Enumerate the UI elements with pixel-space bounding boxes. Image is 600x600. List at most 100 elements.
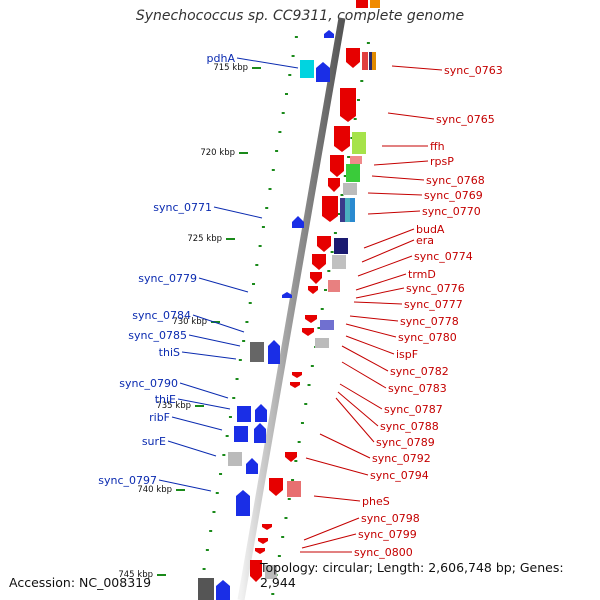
plus-gene-arrow <box>268 340 280 364</box>
right-gene-label: pheS <box>362 495 390 508</box>
right-gene-connector <box>303 517 360 541</box>
tick-dot <box>271 593 275 595</box>
right-gene-label: sync_0763 <box>444 64 503 77</box>
right-gene-label: budA <box>416 223 445 236</box>
right-gene-connector <box>337 391 379 427</box>
right-gene-connector <box>387 112 435 120</box>
tick-dot <box>350 137 354 139</box>
right-gene-label: sync_0780 <box>398 331 457 344</box>
left-gene-connector <box>171 416 223 431</box>
minus-gene-arrow <box>328 178 340 192</box>
plus-gene-arrow <box>246 458 258 474</box>
right-gene-label: sync_0769 <box>424 189 483 202</box>
left-gene-connector <box>192 314 245 333</box>
tick-dot <box>288 74 292 76</box>
right-gene-label: sync_0792 <box>372 452 431 465</box>
feature-box <box>198 578 214 600</box>
feature-box <box>340 198 345 222</box>
tick-dot <box>242 340 246 342</box>
minus-gene-arrow <box>290 382 300 388</box>
right-gene-label: era <box>416 234 434 247</box>
minus-gene-arrow <box>250 560 262 582</box>
minus-gene-arrow <box>340 88 356 122</box>
tick-dot <box>228 416 232 418</box>
feature-box <box>362 52 368 70</box>
tick-dot <box>294 460 298 462</box>
minus-gene-arrow <box>346 48 360 68</box>
feature-box <box>350 156 362 164</box>
tick-dot <box>333 232 337 234</box>
tick-dot <box>317 327 321 329</box>
right-gene-label: sync_0798 <box>361 512 420 525</box>
feature-box <box>356 0 368 8</box>
kbp-tick <box>157 574 166 576</box>
kbp-tick <box>176 489 185 491</box>
feature-box <box>334 238 348 254</box>
feature-box <box>352 132 366 154</box>
tick-dot <box>232 397 236 399</box>
tick-dot <box>265 207 269 209</box>
feature-box <box>237 406 251 422</box>
right-gene-connector <box>353 301 403 305</box>
gene-labels: 715 kbp 720 kbp 725 kbp 730 kbp 735 kbp 740 k… <box>98 52 503 580</box>
plus-gene-arrow <box>324 30 334 38</box>
kbp-label: 730 kbp <box>172 317 207 327</box>
right-gene-connector <box>391 65 443 71</box>
right-gene-connector <box>313 495 361 502</box>
feature-box <box>328 280 340 292</box>
left-gene-connector <box>158 479 212 492</box>
feature-box <box>234 426 248 442</box>
tick-dot <box>225 435 229 437</box>
left-gene-label: sync_0779 <box>138 272 197 285</box>
right-gene-label: sync_0770 <box>422 205 481 218</box>
right-gene-label: sync_0787 <box>384 403 443 416</box>
tick-dot <box>281 112 285 114</box>
tick-dot <box>281 536 285 538</box>
right-gene-connector <box>319 433 371 459</box>
kbp-label: 725 kbp <box>187 234 222 244</box>
right-gene-connector <box>371 175 425 181</box>
right-gene-connector <box>345 335 395 355</box>
tick-dot <box>327 270 331 272</box>
tick-dot <box>252 283 256 285</box>
tick-dot <box>275 150 279 152</box>
right-gene-connector <box>357 255 413 277</box>
left-gene-label: ribF <box>149 411 170 424</box>
plus-gene-arrow <box>255 404 267 422</box>
tick-dot <box>360 80 364 82</box>
minus-gene-arrow <box>262 524 272 530</box>
kbp-tick <box>226 238 235 240</box>
feature-box <box>265 565 277 579</box>
minus-gene-arrow <box>292 372 302 378</box>
tick-dot <box>300 422 304 424</box>
right-gene-connector <box>361 239 415 263</box>
plus-gene-arrow <box>316 62 330 82</box>
plus-gene-arrow <box>292 216 304 228</box>
feature-box <box>332 255 346 269</box>
topology-text: Topology: circular; Length: 2,606,748 bp… <box>260 560 564 590</box>
right-gene-connector <box>355 287 405 299</box>
tick-dot <box>284 517 288 519</box>
minus-gene-arrow <box>302 328 314 336</box>
tick-dot <box>347 156 351 158</box>
tick-dot <box>343 175 347 177</box>
right-gene-connector <box>305 457 369 476</box>
right-gene-label: sync_0776 <box>406 282 465 295</box>
minus-gene-arrow <box>322 196 338 222</box>
minus-gene-arrow <box>310 272 322 284</box>
tick-dot <box>219 473 223 475</box>
feature-box <box>345 198 350 222</box>
tick-dot <box>356 99 360 101</box>
right-gene-label: sync_0768 <box>426 174 485 187</box>
tick-dot <box>291 479 295 481</box>
tick-dot <box>268 188 272 190</box>
plus-gene-arrow <box>216 580 230 600</box>
tick-dot <box>366 42 370 44</box>
right-gene-label: sync_0788 <box>380 420 439 433</box>
minus-gene-arrow <box>258 538 268 544</box>
feature-box <box>300 60 314 78</box>
left-gene-label: thiE <box>155 393 176 406</box>
right-gene-label: sync_0774 <box>414 250 473 263</box>
kbp-tick <box>195 405 204 407</box>
